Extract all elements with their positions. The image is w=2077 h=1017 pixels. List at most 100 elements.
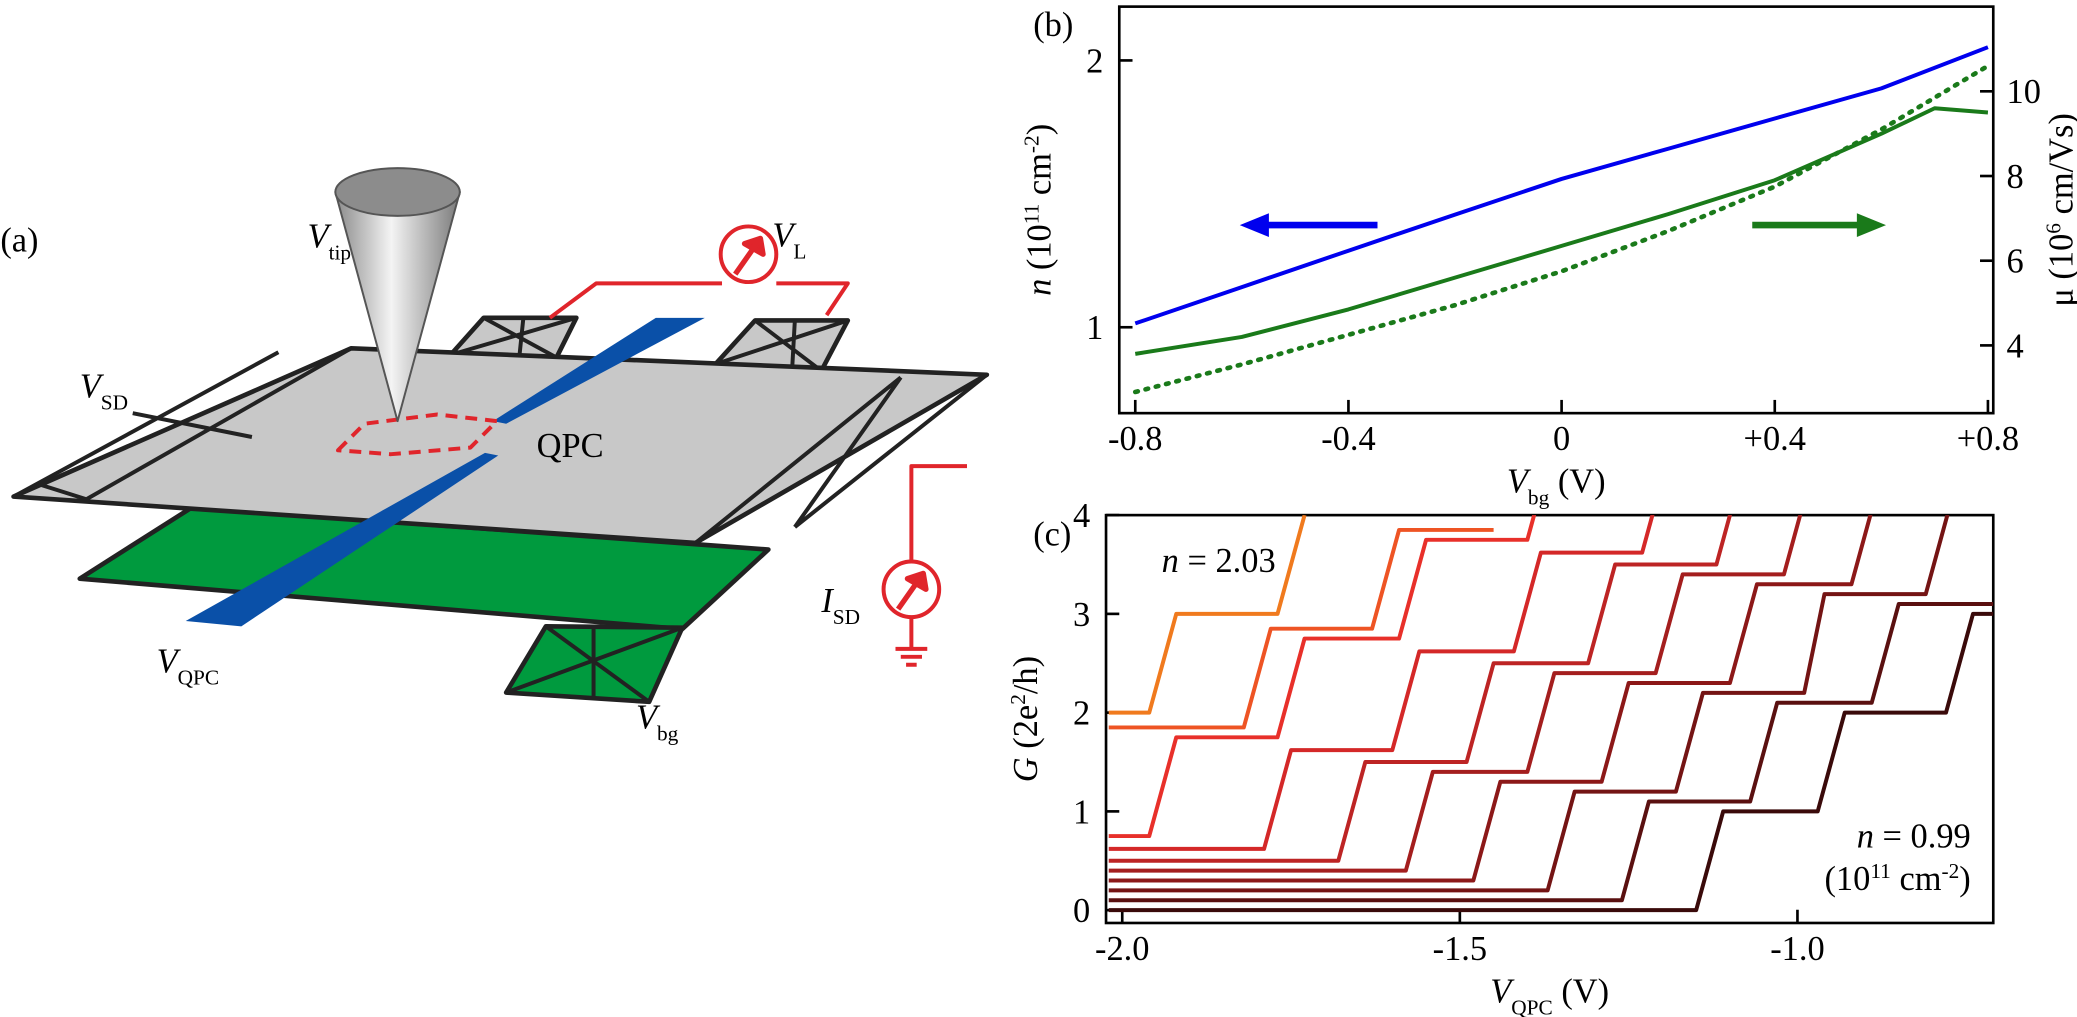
y2-tick-label: 8 [2007,158,2024,196]
x-axis-label: VQPC (V) [1490,972,1609,1017]
label-part: -2 [1019,135,1043,153]
x-tick-label: -1.5 [1433,930,1487,968]
label-part: L [793,239,806,263]
label-part: SD [833,605,860,629]
label-part: -2 [1942,859,1960,883]
label-part: n [1162,542,1179,580]
axis-arrow-head [1239,213,1269,238]
label-part: = 0.99 [1874,818,1971,856]
label-part: (V) [1553,972,1609,1010]
contact-cross [714,318,849,373]
scan-region [336,412,499,457]
label-part: V [772,216,797,254]
diagram-label: Vbg [636,698,679,745]
annotation: n = 2.03 [1162,542,1276,580]
annotation: n = 0.99 [1857,818,1971,856]
sample-plate [11,345,990,546]
label-part: μ (10 [2043,234,2077,307]
data-line [1108,602,1994,903]
y-tick-label: 0 [1073,892,1090,930]
label-part: /h) [1007,656,1045,694]
label-part: (V) [1549,463,1605,501]
label-part: 2 [1006,694,1030,705]
x-tick-label: 0 [1553,420,1570,458]
y-tick-label: 3 [1073,596,1090,634]
label-part: 11 [1019,204,1043,225]
contact-cross [505,624,683,704]
data-line [1108,515,1537,839]
x-tick-label: -2.0 [1095,930,1149,968]
diagram-label: VQPC [157,643,220,690]
diagram-label: ISD [820,582,860,629]
data-line [1108,515,1732,863]
x-tick-label: -1.0 [1770,930,1824,968]
y-axis-label: G (2e2/h) [1006,656,1045,782]
label-part: V [1507,463,1532,501]
diagram-label: Vtip [308,218,352,265]
label-part: I [820,582,834,620]
wire [548,281,850,320]
label-part: QPC [1511,995,1553,1017]
y2-tick-label: 10 [2007,73,2041,111]
label-part: ) [1020,124,1058,135]
label-part: cm/Vs) [2043,113,2077,223]
x-tick-label: -0.4 [1321,420,1375,458]
meter-needle [895,570,929,611]
data-line [1134,45,1989,326]
label-part: = 2.03 [1179,542,1276,580]
label-part: n [1020,279,1058,296]
data-line [1134,106,1989,356]
y-tick-label: 4 [1073,497,1090,535]
label-part: n [1857,818,1874,856]
label-part: 6 [2042,223,2066,234]
panel-label: (c) [1033,516,1071,554]
y-tick-label: 2 [1086,42,1103,80]
y2-tick-label: 6 [2007,243,2024,281]
plot-frame [1117,5,1995,415]
label-part: cm [1891,860,1942,898]
label-part: tip [329,241,352,265]
y2-axis-label: μ (106 cm/Vs) [2042,113,2077,306]
label-part: cm [1020,153,1058,204]
label-part: V [80,367,105,405]
label-part: (2e [1007,705,1045,758]
y2-tick-label: 4 [2007,327,2024,365]
panel-label: (b) [1033,6,1073,44]
x-tick-label: +0.4 [1744,420,1806,458]
plot-frame [1104,513,1995,925]
label-part: ) [1959,860,1970,898]
plot-lines [1132,45,1991,395]
label-part: QPC [178,666,220,690]
contact-lines [12,346,353,502]
y-tick-label: 2 [1073,695,1090,733]
x-tick-label: +0.8 [1957,420,2019,458]
data-line [1108,515,1803,873]
schematic [11,167,990,705]
label-part: V [308,218,333,256]
contact-lines [694,373,989,545]
label-part: (10 [1020,224,1058,278]
x-axis-label: Vbg (V) [1507,463,1606,510]
diagram-label: VSD [80,367,128,414]
diagram-label: QPC [537,427,604,465]
label-part: 11 [1870,859,1891,883]
label-part: bg [657,721,679,745]
data-line [1108,527,1494,730]
label-part: QPC [537,427,604,465]
meter-needle [733,235,766,276]
plot-lines [1108,515,1994,913]
label-part: V [1490,972,1515,1010]
data-line [1108,611,1994,913]
y-tick-label: 1 [1073,793,1090,831]
data-line [1108,515,1950,893]
axis-arrow-head [1856,213,1886,238]
tip-top [334,167,461,217]
data-line [1108,515,1873,883]
qpc-gate [492,317,705,424]
qpc-gate [185,452,499,627]
wire [895,464,967,667]
data-line [1108,515,1307,715]
label-part: V [636,698,661,736]
label-part: bg [1528,486,1550,510]
